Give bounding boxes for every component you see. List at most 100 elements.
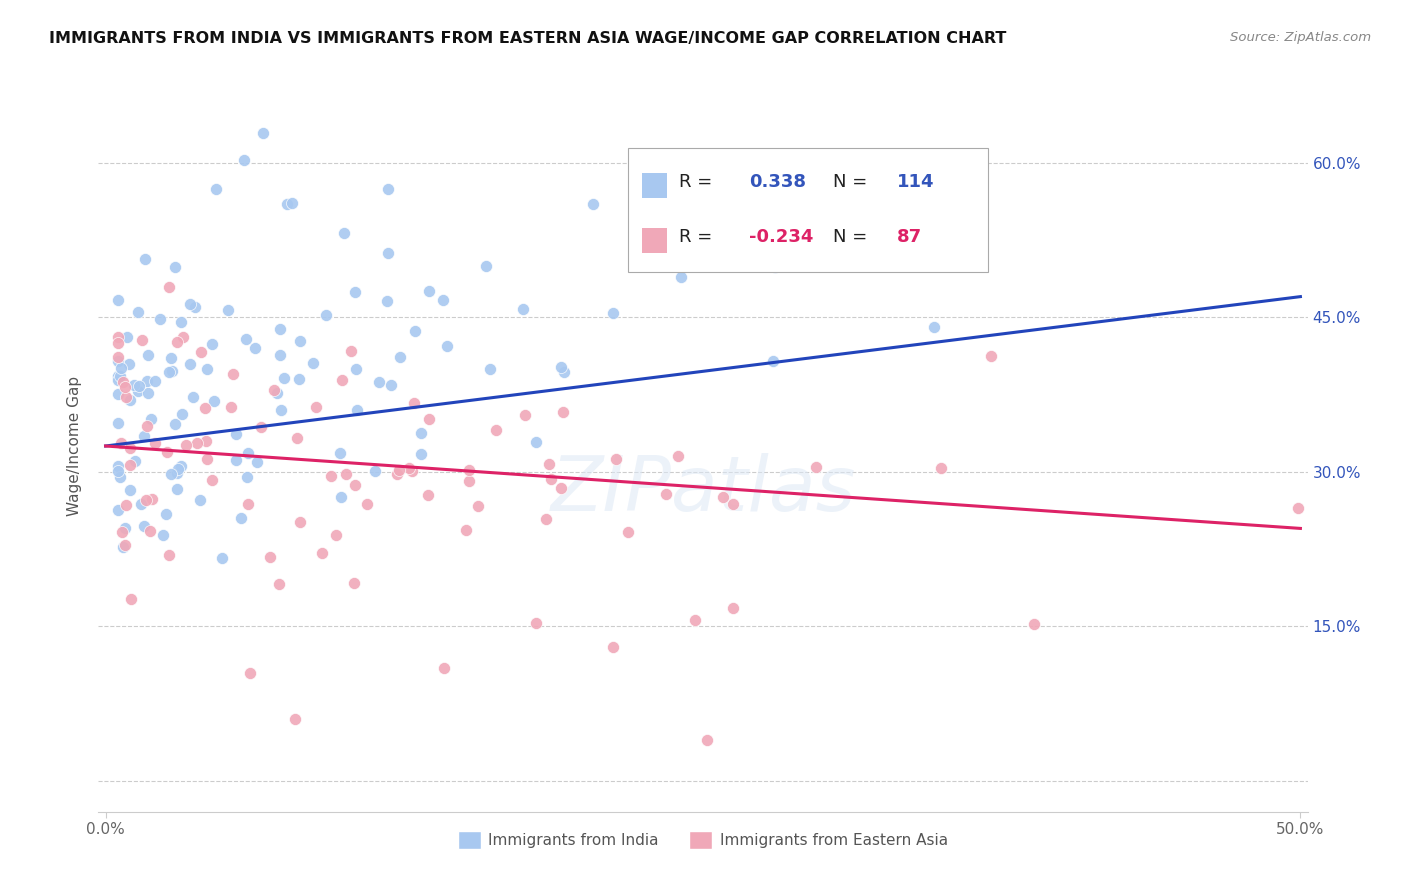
- Point: [217, 302, 239, 317]
- Point: [160, 364, 183, 378]
- Point: [166, 334, 188, 349]
- Point: [485, 423, 508, 437]
- Point: [136, 385, 159, 400]
- Point: [288, 334, 311, 349]
- Point: [157, 279, 180, 293]
- Point: [160, 351, 183, 365]
- Point: [311, 546, 333, 560]
- Point: [155, 507, 177, 521]
- Point: [107, 335, 129, 350]
- Point: [128, 378, 150, 392]
- Point: [112, 540, 135, 554]
- Point: [669, 270, 692, 285]
- Text: N =: N =: [834, 173, 873, 191]
- Point: [269, 322, 291, 336]
- Point: [1286, 500, 1309, 515]
- Text: R =: R =: [679, 228, 717, 246]
- Point: [107, 387, 129, 401]
- Point: [134, 252, 156, 266]
- Point: [110, 469, 132, 483]
- Point: [139, 524, 162, 538]
- Point: [163, 417, 186, 432]
- Point: [107, 353, 129, 368]
- Point: [131, 333, 153, 347]
- Point: [132, 519, 155, 533]
- Point: [149, 311, 172, 326]
- Point: [110, 436, 132, 450]
- Point: [107, 369, 129, 384]
- Point: [457, 474, 479, 488]
- Point: [225, 453, 247, 467]
- Point: [401, 464, 423, 478]
- Point: [273, 370, 295, 384]
- Point: [160, 467, 183, 481]
- Point: [364, 464, 387, 478]
- Point: [616, 524, 638, 539]
- Point: [172, 330, 194, 344]
- Point: [120, 483, 142, 497]
- Point: [157, 365, 180, 379]
- Text: 87: 87: [897, 228, 921, 246]
- Point: [252, 127, 274, 141]
- Point: [524, 615, 547, 630]
- Point: [155, 445, 177, 459]
- Point: [219, 400, 242, 414]
- Point: [631, 233, 654, 247]
- Point: [666, 449, 689, 463]
- Point: [284, 712, 307, 726]
- Point: [184, 301, 207, 315]
- Point: [127, 384, 149, 398]
- Point: [136, 348, 159, 362]
- Point: [176, 438, 198, 452]
- Point: [259, 550, 281, 565]
- Point: [398, 461, 420, 475]
- Point: [582, 197, 605, 211]
- Point: [683, 613, 706, 627]
- Point: [225, 426, 247, 441]
- Point: [479, 361, 502, 376]
- Point: [231, 511, 253, 525]
- Point: [467, 499, 489, 513]
- Point: [537, 457, 560, 471]
- Point: [553, 365, 575, 379]
- Point: [721, 601, 744, 615]
- Point: [107, 369, 129, 384]
- Point: [152, 528, 174, 542]
- Text: 0.338: 0.338: [749, 173, 806, 191]
- Point: [135, 419, 157, 434]
- Text: 114: 114: [897, 173, 934, 191]
- Point: [124, 454, 146, 468]
- Point: [236, 446, 259, 460]
- Point: [377, 293, 399, 308]
- Point: [377, 182, 399, 196]
- Point: [474, 259, 496, 273]
- Point: [107, 417, 129, 431]
- Point: [333, 227, 356, 241]
- Point: [380, 378, 402, 392]
- Point: [110, 369, 132, 384]
- Point: [117, 330, 139, 344]
- Text: Source: ZipAtlas.com: Source: ZipAtlas.com: [1230, 31, 1371, 45]
- Point: [762, 354, 785, 368]
- Point: [763, 260, 786, 274]
- Point: [723, 497, 745, 511]
- Point: [112, 376, 135, 390]
- Point: [302, 356, 325, 370]
- Point: [186, 435, 208, 450]
- Point: [179, 357, 201, 371]
- Text: IMMIGRANTS FROM INDIA VS IMMIGRANTS FROM EASTERN ASIA WAGE/INCOME GAP CORRELATIO: IMMIGRANTS FROM INDIA VS IMMIGRANTS FROM…: [49, 31, 1007, 46]
- Text: -0.234: -0.234: [749, 228, 813, 246]
- Point: [181, 390, 204, 404]
- Point: [118, 357, 141, 371]
- Point: [340, 344, 363, 359]
- Point: [120, 458, 142, 472]
- Point: [107, 293, 129, 308]
- Point: [107, 503, 129, 517]
- Point: [288, 371, 311, 385]
- Point: [456, 524, 478, 538]
- Point: [124, 377, 146, 392]
- Point: [107, 464, 129, 478]
- Point: [201, 336, 224, 351]
- Point: [276, 197, 298, 211]
- Point: [266, 386, 288, 401]
